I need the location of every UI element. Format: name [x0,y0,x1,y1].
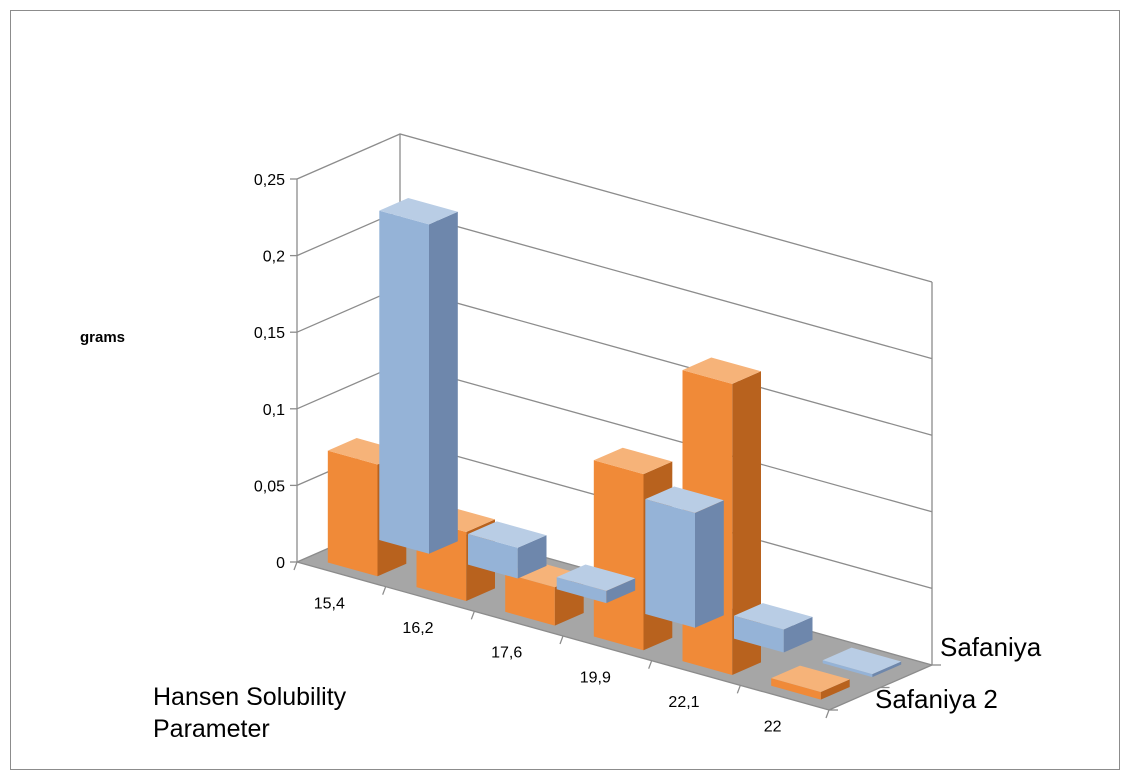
bar-front [327,450,378,577]
bar-front [734,615,784,653]
bar-side [783,616,813,653]
bar-top [556,564,636,591]
gridline [296,133,933,283]
x-tick [825,709,830,719]
bar-top [682,357,761,384]
bar-front [771,678,821,700]
bar-front [505,573,555,626]
bar-side [429,211,458,554]
x-tick [559,635,564,645]
x-tick [293,561,298,571]
x-tick-label: 22,1 [668,694,699,711]
bar [645,486,724,628]
bar-top [593,447,673,475]
x-tick-label: 16,2 [402,620,433,637]
series-label: Safaniya 2 [875,684,998,714]
bar-side [606,578,636,604]
y-axis-title: grams [80,329,125,346]
y-tick-label: 0,15 [254,325,285,342]
bar [734,603,813,653]
bar-side [695,500,724,628]
bar-side [820,679,850,700]
x-tick [736,685,741,694]
bar-front [593,460,644,651]
series-label: Safaniya [940,632,1042,662]
y-tick-label: 0,25 [254,172,285,189]
bar-top [645,486,724,513]
y-tick-label: 0 [276,555,285,572]
x-axis-title-line: Hansen Solubility [153,683,347,711]
bar [556,564,636,604]
y-tick-label: 0,2 [263,249,285,266]
bar-front [645,499,695,628]
y-tick-label: 0,1 [263,402,285,419]
x-tick [648,660,653,669]
bar-front [822,660,873,678]
bar-front [556,577,607,604]
bar-top [822,647,902,675]
x-axis-title: Hansen Solubility Parameter [153,683,347,743]
x-axis-title-line: Parameter [153,715,270,743]
bar-top [734,603,813,630]
x-tick-label: 19,9 [580,669,611,686]
x-tick [382,586,387,595]
bar [468,521,547,579]
x-tick-label: 15,4 [314,595,345,612]
bar [822,647,902,678]
bar-side [732,371,761,675]
bar-top [379,198,458,225]
x-tick-label: 22 [764,719,782,736]
bar-side [517,535,547,579]
bar [771,665,850,700]
x-tick-label: 17,6 [491,645,522,662]
y-tick-label: 0,05 [254,478,285,495]
bar-side [872,661,902,678]
bar-front [468,534,518,579]
bar-top [468,521,547,548]
bar-top [771,665,850,692]
bar [379,198,458,554]
bar-front [379,210,429,554]
chart-frame [10,10,1120,770]
x-tick [470,611,475,620]
